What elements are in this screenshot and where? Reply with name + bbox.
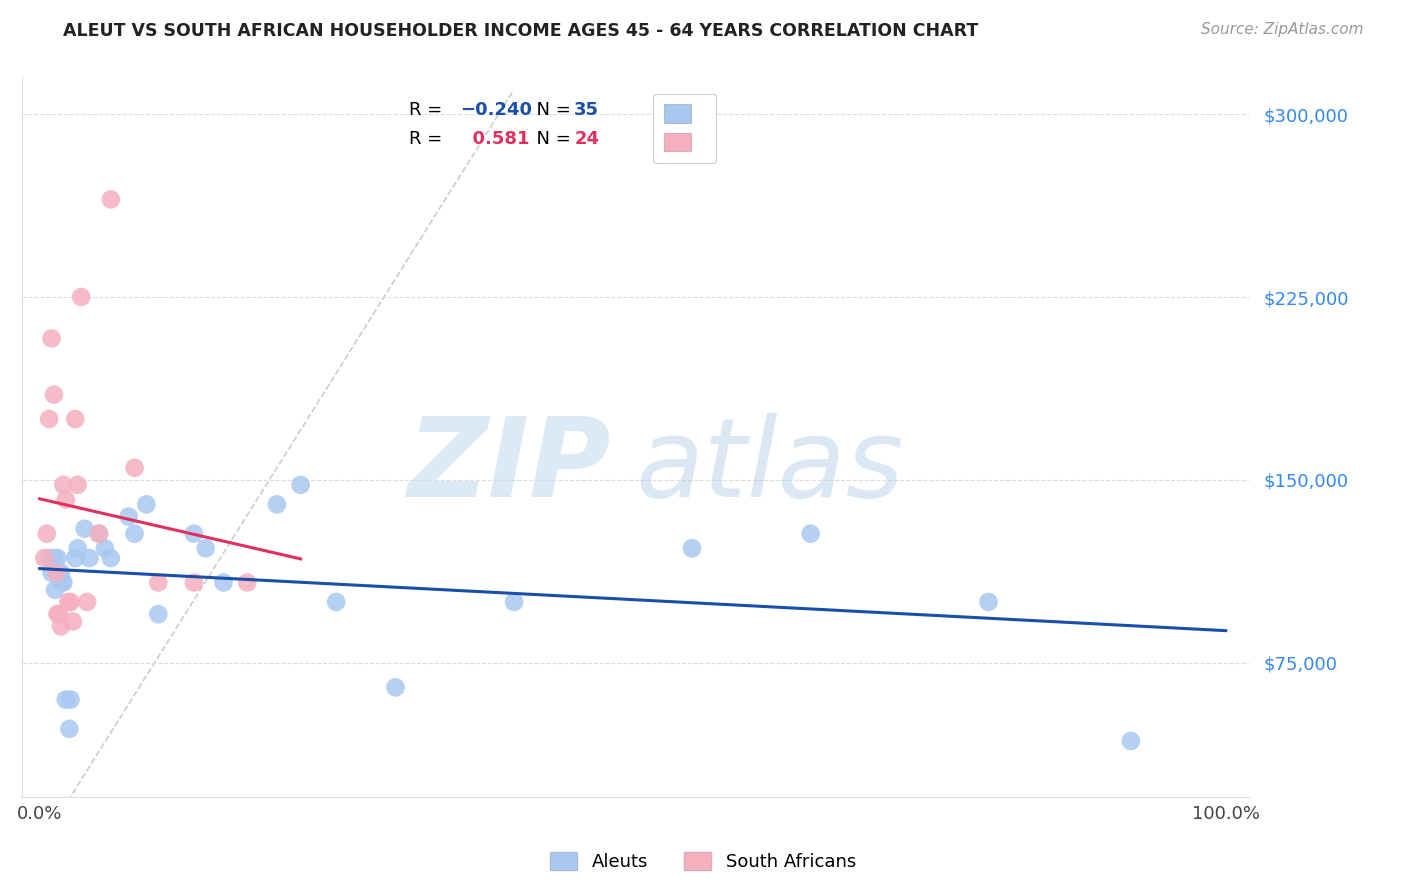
Point [124, 526, 146, 541]
Point [87, 526, 110, 541]
Text: atlas: atlas [636, 413, 904, 519]
Point [45, 566, 67, 580]
Text: 24: 24 [574, 129, 599, 147]
Point [59, 692, 82, 706]
Text: N =: N = [526, 101, 576, 119]
Point [212, 575, 235, 590]
Text: R =: R = [409, 129, 447, 147]
Text: N =: N = [526, 129, 576, 147]
Point [94, 541, 117, 556]
Text: −0.240: −0.240 [460, 101, 531, 119]
Point [34, 551, 56, 566]
Point [76, 595, 98, 609]
Point [41, 566, 63, 580]
Point [79, 551, 101, 566]
Point [681, 541, 703, 556]
Text: Source: ZipAtlas.com: Source: ZipAtlas.com [1201, 22, 1364, 37]
Point [384, 681, 406, 695]
Legend: Aleuts, South Africans: Aleuts, South Africans [543, 845, 863, 879]
Point [62, 615, 84, 629]
Point [38, 551, 60, 566]
Point [148, 607, 170, 622]
Text: ALEUT VS SOUTH AFRICAN HOUSEHOLDER INCOME AGES 45 - 64 YEARS CORRELATION CHART: ALEUT VS SOUTH AFRICAN HOUSEHOLDER INCOM… [63, 22, 979, 40]
Point [73, 522, 96, 536]
Point [48, 607, 70, 622]
Text: R =: R = [409, 101, 447, 119]
Point [325, 595, 347, 609]
Point [38, 412, 60, 426]
Point [70, 290, 93, 304]
Point [42, 551, 65, 566]
Point [49, 566, 72, 580]
Point [266, 497, 288, 511]
Point [42, 387, 65, 401]
Point [65, 412, 87, 426]
Point [194, 541, 217, 556]
Point [236, 575, 259, 590]
Point [100, 551, 122, 566]
Point [52, 575, 75, 590]
Legend: , : , [654, 94, 717, 163]
Point [117, 509, 139, 524]
Point [124, 460, 146, 475]
Point [87, 526, 110, 541]
Point [51, 575, 73, 590]
Point [41, 331, 63, 345]
Point [48, 566, 70, 580]
Text: 35: 35 [574, 101, 599, 119]
Point [56, 595, 79, 609]
Point [183, 575, 205, 590]
Text: ZIP: ZIP [408, 413, 612, 519]
Point [46, 607, 69, 622]
Point [65, 551, 87, 566]
Point [58, 722, 80, 736]
Point [49, 619, 72, 633]
Text: 0.581: 0.581 [460, 129, 530, 147]
Point [290, 478, 312, 492]
Point [977, 595, 1000, 609]
Point [44, 582, 66, 597]
Point [59, 595, 82, 609]
Point [100, 193, 122, 207]
Point [35, 526, 58, 541]
Point [66, 541, 89, 556]
Point [55, 492, 77, 507]
Point [148, 575, 170, 590]
Point [52, 478, 75, 492]
Point [1119, 734, 1142, 748]
Point [66, 478, 89, 492]
Point [55, 692, 77, 706]
Point [503, 595, 526, 609]
Point [46, 551, 69, 566]
Point [183, 526, 205, 541]
Point [135, 497, 157, 511]
Point [800, 526, 823, 541]
